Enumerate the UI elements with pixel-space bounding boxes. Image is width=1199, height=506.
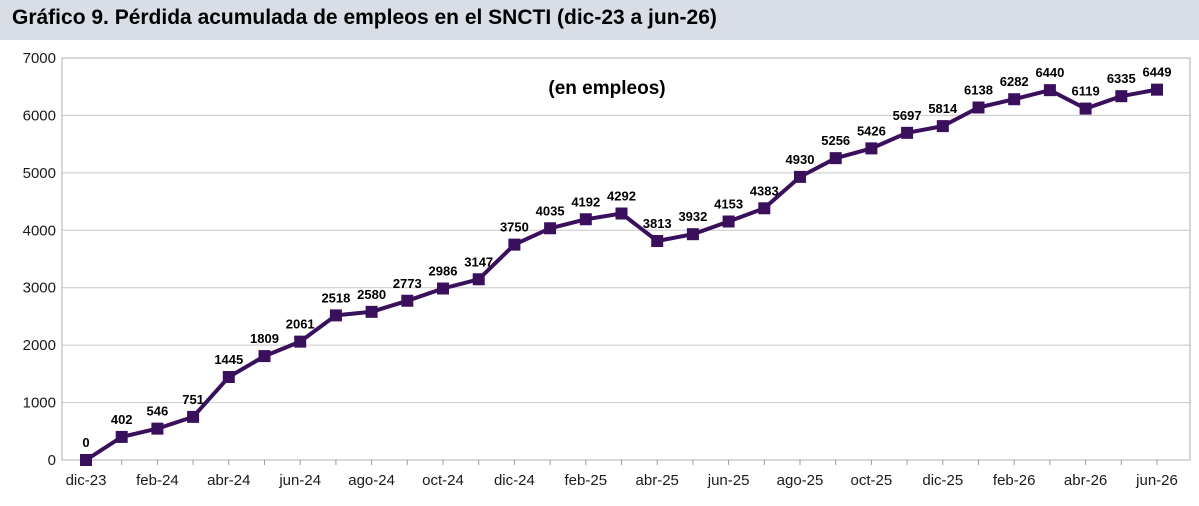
y-tick-label: 1000 [23, 395, 56, 412]
data-label: 4930 [786, 152, 815, 167]
data-label: 751 [182, 392, 204, 407]
data-label: 2518 [321, 290, 350, 305]
data-label-layer: 0 402 546 751 1445 1809 2061 2518 2580 2773 2986 31… [82, 65, 1171, 450]
data-label: 3932 [678, 209, 707, 224]
x-tick-label: feb-26 [993, 472, 1036, 489]
y-tick-label: 5000 [23, 165, 56, 182]
data-point-marker [1079, 102, 1092, 115]
x-tick-label: feb-24 [136, 472, 179, 489]
data-point-marker [936, 120, 949, 133]
data-label: 0 [82, 435, 89, 450]
data-point-marker [294, 335, 307, 348]
data-label: 4383 [750, 183, 779, 198]
data-label: 546 [147, 404, 169, 419]
data-label: 4153 [714, 196, 743, 211]
chart-title: Gráfico 9. Pérdida acumulada de empleos … [12, 6, 717, 29]
data-label: 5256 [821, 133, 850, 148]
data-label: 6119 [1071, 84, 1099, 99]
data-label: 3750 [500, 220, 529, 235]
data-label: 4035 [536, 203, 565, 218]
data-point-marker [1151, 83, 1163, 96]
data-label: 2986 [429, 264, 458, 279]
y-tick-label: 0 [48, 452, 56, 469]
data-label: 3147 [464, 254, 493, 269]
y-tick-label: 6000 [23, 107, 56, 124]
data-label: 2061 [286, 317, 315, 332]
x-tick-label: ago-24 [348, 472, 395, 489]
data-point-marker [1043, 84, 1056, 97]
data-label: 3813 [643, 216, 672, 231]
data-point-marker [651, 235, 664, 248]
data-label: 402 [111, 412, 133, 427]
data-label: 1445 [214, 352, 243, 367]
data-label: 5814 [928, 101, 958, 116]
plot-area-frame [61, 57, 1191, 461]
data-point-marker [1115, 90, 1128, 103]
x-tick-label: abr-26 [1064, 472, 1107, 489]
data-point-marker [901, 126, 914, 139]
data-point-marker [472, 273, 485, 286]
data-label: 6282 [1000, 74, 1029, 89]
data-point-marker [437, 282, 449, 295]
data-point-marker [258, 350, 271, 363]
data-label: 1809 [250, 331, 279, 346]
data-point-marker [722, 215, 735, 228]
x-tick-label: abr-24 [207, 472, 250, 489]
data-point-marker [794, 170, 806, 183]
data-point-marker [80, 454, 92, 466]
grid-layer [61, 57, 1191, 461]
data-point-marker [579, 213, 592, 226]
title-bar: Gráfico 9. Pérdida acumulada de empleos … [0, 0, 1199, 40]
x-tick-label: oct-25 [851, 472, 893, 489]
chart-subtitle: (en empleos) [548, 78, 665, 99]
x-tick-label: abr-25 [636, 472, 679, 489]
data-point-marker [686, 228, 699, 241]
data-point-marker [1008, 93, 1021, 106]
x-tick-label: jun-26 [1135, 472, 1178, 489]
data-point-marker [115, 430, 128, 443]
data-label: 6440 [1035, 65, 1064, 80]
data-label: 2773 [393, 276, 422, 291]
data-point-marker [615, 207, 628, 220]
x-tick-label: feb-25 [565, 472, 608, 489]
data-label: 4292 [607, 189, 636, 204]
data-label: 5426 [857, 123, 886, 138]
data-point-marker [187, 410, 200, 423]
x-tick-label: jun-24 [278, 472, 321, 489]
x-tick-label: ago-25 [777, 472, 824, 489]
data-label: 6335 [1107, 71, 1136, 86]
data-point-marker [329, 309, 342, 322]
series-layer [80, 83, 1163, 466]
series-line [84, 87, 1158, 462]
data-point-marker [829, 152, 842, 165]
data-point-marker [222, 371, 235, 384]
data-point-marker [758, 202, 771, 215]
x-tick-label: dic-24 [494, 472, 535, 489]
data-point-marker [972, 101, 985, 114]
data-point-marker [151, 422, 164, 435]
data-label: 4192 [571, 194, 600, 209]
data-point-marker [544, 222, 557, 235]
x-tick-label: jun-25 [707, 472, 750, 489]
data-label: 6449 [1143, 65, 1172, 80]
y-tick-label: 3000 [23, 280, 56, 297]
y-tick-label: 2000 [23, 337, 56, 354]
x-tick-label: dic-25 [922, 472, 963, 489]
data-point-marker [365, 305, 378, 318]
y-tick-label: 4000 [23, 222, 56, 239]
data-label: 6138 [964, 83, 993, 98]
data-label: 5697 [893, 108, 922, 123]
data-point-marker [401, 294, 414, 307]
axis-layer: 0 1000 2000 3000 4000 5000 6000 7000 dic-23 feb-2… [23, 50, 1178, 489]
y-tick-label: 7000 [23, 50, 56, 67]
x-tick-label: dic-23 [66, 472, 107, 489]
data-label: 2580 [357, 287, 386, 302]
data-point-marker [865, 142, 878, 155]
x-tick-label: oct-24 [422, 472, 464, 489]
data-point-marker [508, 238, 521, 251]
